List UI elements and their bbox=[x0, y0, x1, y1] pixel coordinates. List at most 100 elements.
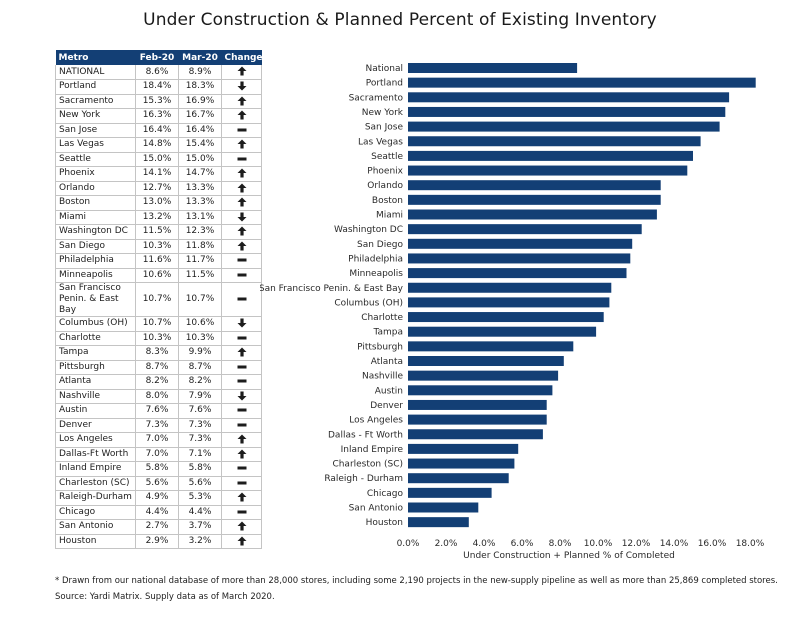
cell-metro: Houston bbox=[55, 534, 136, 549]
bar bbox=[408, 268, 627, 279]
cell-mar: 5.3% bbox=[178, 490, 222, 506]
metro-table: Metro Feb-20 Mar-20 Change NATIONAL 8.6% 8… bbox=[55, 50, 263, 549]
no-change-icon bbox=[237, 294, 247, 304]
cell-feb: 10.3% bbox=[135, 239, 179, 254]
x-tick-label: 4.0% bbox=[473, 539, 496, 549]
cell-metro: San Jose bbox=[55, 123, 136, 138]
bar bbox=[408, 312, 604, 323]
cell-change bbox=[221, 374, 262, 390]
bar bbox=[408, 487, 492, 498]
bar bbox=[408, 356, 564, 366]
table-row: Las Vegas 14.8% 15.4% bbox=[55, 137, 262, 153]
bar bbox=[408, 238, 633, 249]
bar bbox=[408, 253, 631, 264]
cell-feb: 5.8% bbox=[135, 461, 179, 477]
cell-mar: 10.3% bbox=[178, 331, 222, 346]
x-tick-label: 12.0% bbox=[622, 539, 651, 549]
cell-mar: 15.0% bbox=[178, 152, 222, 167]
bar bbox=[408, 165, 688, 176]
arrow-up-icon bbox=[237, 241, 247, 251]
cell-metro: Portland bbox=[55, 79, 136, 95]
bar-label: Los Angeles bbox=[349, 416, 403, 426]
bar bbox=[408, 517, 469, 528]
no-change-icon bbox=[237, 270, 247, 280]
cell-feb: 10.3% bbox=[135, 331, 179, 346]
table-row: Atlanta 8.2% 8.2% bbox=[55, 374, 262, 390]
bar-chart: National Portland Sacramento New York San Jo… bbox=[260, 63, 765, 558]
cell-mar: 10.7% bbox=[178, 282, 222, 317]
arrow-up-icon bbox=[237, 536, 247, 546]
arrow-up-icon bbox=[237, 521, 247, 531]
bar bbox=[408, 502, 479, 513]
cell-feb: 10.7% bbox=[135, 282, 179, 317]
cell-change bbox=[221, 534, 262, 549]
cell-metro: NATIONAL bbox=[55, 65, 136, 80]
arrow-up-icon bbox=[237, 183, 247, 193]
bar-label: National bbox=[365, 64, 403, 74]
cell-feb: 10.7% bbox=[135, 316, 179, 332]
cell-mar: 16.9% bbox=[178, 94, 222, 109]
table-row: Pittsburgh 8.7% 8.7% bbox=[55, 360, 262, 375]
cell-feb: 5.6% bbox=[135, 476, 179, 491]
x-tick-label: 0.0% bbox=[397, 539, 420, 549]
cell-mar: 16.7% bbox=[178, 108, 222, 124]
bar bbox=[408, 180, 661, 191]
cell-mar: 5.8% bbox=[178, 461, 222, 477]
cell-mar: 5.6% bbox=[178, 476, 222, 491]
bar-label: Tampa bbox=[372, 328, 403, 338]
cell-feb: 12.7% bbox=[135, 181, 179, 196]
arrow-up-icon bbox=[237, 347, 247, 357]
cell-change bbox=[221, 432, 262, 448]
bar bbox=[408, 63, 578, 73]
x-tick-label: 8.0% bbox=[549, 539, 572, 549]
cell-feb: 8.3% bbox=[135, 345, 179, 361]
cell-mar: 13.3% bbox=[178, 195, 222, 211]
cell-feb: 13.2% bbox=[135, 210, 179, 225]
bar bbox=[408, 429, 543, 440]
arrow-up-icon bbox=[237, 226, 247, 236]
no-change-icon bbox=[237, 333, 247, 343]
cell-change bbox=[221, 389, 262, 404]
no-change-icon bbox=[237, 376, 247, 386]
table-row: San Francisco Penin. & East Bay 10.7% 10.7… bbox=[55, 282, 262, 317]
cell-metro: San Diego bbox=[55, 239, 136, 254]
cell-feb: 2.9% bbox=[135, 534, 179, 549]
cell-change bbox=[221, 79, 262, 95]
cell-feb: 7.6% bbox=[135, 403, 179, 419]
cell-mar: 11.5% bbox=[178, 268, 222, 283]
arrow-up-icon bbox=[237, 139, 247, 149]
cell-metro: Washington DC bbox=[55, 224, 136, 240]
bar bbox=[408, 385, 553, 396]
x-tick-label: 10.0% bbox=[584, 539, 613, 549]
cell-metro: Raleigh-Durham bbox=[55, 490, 136, 506]
arrow-up-icon bbox=[237, 66, 247, 76]
table-row: New York 16.3% 16.7% bbox=[55, 108, 262, 124]
table-row: Denver 7.3% 7.3% bbox=[55, 418, 262, 433]
no-change-icon bbox=[237, 154, 247, 164]
bar-label: New York bbox=[362, 108, 404, 118]
cell-change bbox=[221, 108, 262, 124]
cell-mar: 13.1% bbox=[178, 210, 222, 225]
cell-metro: Inland Empire bbox=[55, 461, 136, 477]
cell-mar: 8.7% bbox=[178, 360, 222, 375]
table-row: Austin 7.6% 7.6% bbox=[55, 403, 262, 419]
table-row: Nashville 8.0% 7.9% bbox=[55, 389, 262, 404]
bar-label: Las Vegas bbox=[358, 137, 403, 147]
bar bbox=[408, 136, 701, 147]
arrow-down-icon bbox=[237, 212, 247, 222]
table-row: Tampa 8.3% 9.9% bbox=[55, 345, 262, 361]
cell-feb: 8.6% bbox=[135, 65, 179, 80]
no-change-icon bbox=[237, 255, 247, 265]
cell-metro: San Francisco Penin. & East Bay bbox=[55, 282, 136, 317]
cell-metro: Minneapolis bbox=[55, 268, 136, 283]
cell-metro: Nashville bbox=[55, 389, 136, 404]
header-change: Change bbox=[221, 50, 263, 65]
bar-label: Orlando bbox=[367, 181, 403, 191]
bar-label: Columbus (OH) bbox=[334, 298, 403, 308]
cell-metro: Denver bbox=[55, 418, 136, 433]
arrow-up-icon bbox=[237, 168, 247, 178]
bar bbox=[408, 473, 509, 484]
cell-mar: 18.3% bbox=[178, 79, 222, 95]
table-row: Boston 13.0% 13.3% bbox=[55, 195, 262, 211]
cell-metro: Charlotte bbox=[55, 331, 136, 346]
